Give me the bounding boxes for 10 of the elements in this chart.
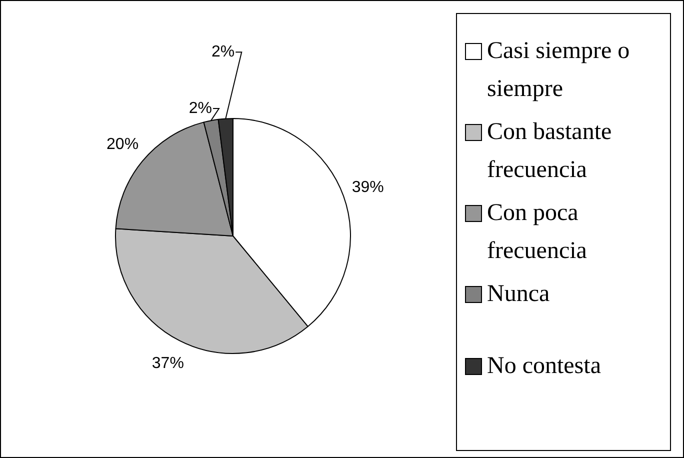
- data-label: 39%: [352, 178, 384, 196]
- legend-label: No contesta: [487, 352, 601, 381]
- data-label: 20%: [106, 136, 139, 154]
- legend-label: Con poca frecuencia: [487, 199, 588, 266]
- legend-label: Con bastante frecuencia: [487, 118, 613, 185]
- data-label: 37%: [152, 355, 184, 372]
- data-label: 2%: [188, 100, 212, 117]
- legend-label: Nunca: [487, 280, 550, 309]
- legend-label: Casi siempre o siempre: [487, 37, 631, 104]
- data-label: 2%: [211, 44, 235, 61]
